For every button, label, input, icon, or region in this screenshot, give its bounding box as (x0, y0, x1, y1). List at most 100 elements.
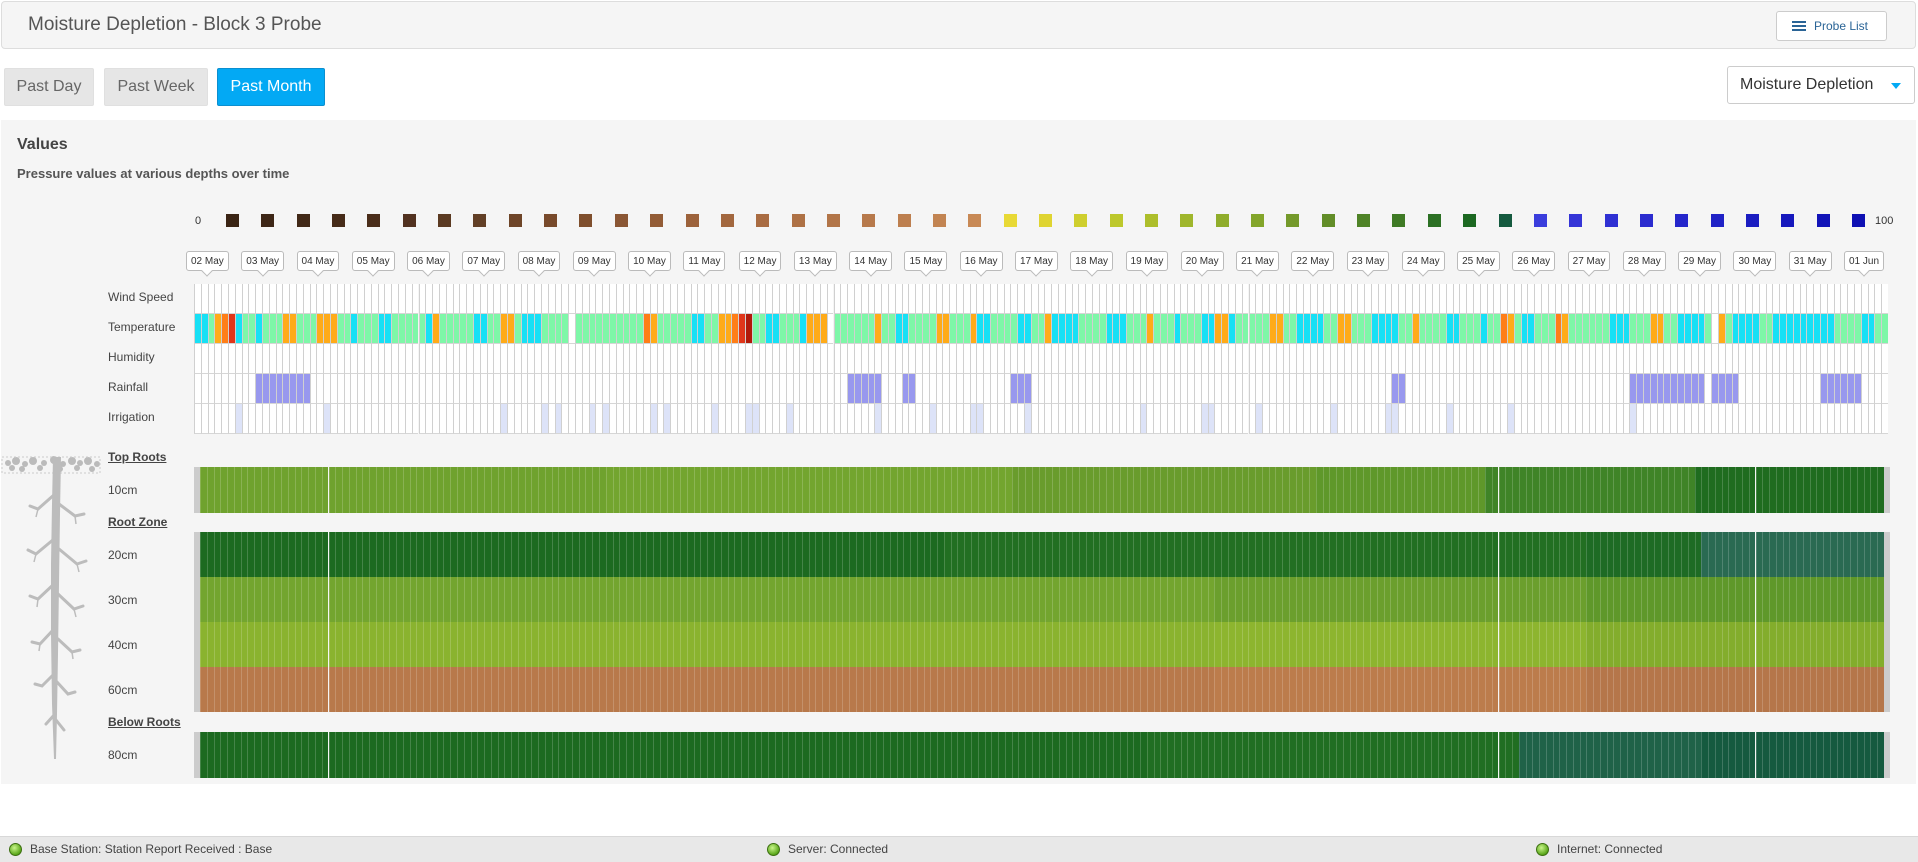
grid-cell (1731, 284, 1739, 314)
grid-cell (731, 284, 739, 314)
moisture-cell (842, 577, 850, 622)
grid-cell (574, 314, 582, 344)
grid-cell (683, 404, 691, 434)
moisture-cell (1498, 622, 1506, 667)
grid-cell (1411, 284, 1419, 314)
moisture-cell (1052, 532, 1059, 577)
grid-cell (1214, 344, 1222, 374)
grid-cell (1819, 284, 1827, 314)
moisture-cell (1153, 667, 1161, 712)
moisture-cell (903, 732, 911, 778)
moisture-cell (626, 732, 633, 778)
moisture-cell (903, 467, 911, 513)
moisture-cell (754, 732, 762, 778)
grid-cell (779, 284, 786, 314)
moisture-cell (1390, 732, 1398, 778)
grid-cell (472, 404, 480, 434)
moisture-cell (862, 622, 870, 667)
grid-cell (506, 344, 514, 374)
past-day-button[interactable]: Past Day (4, 68, 94, 106)
grid-cell (1432, 374, 1439, 404)
grid-cell (364, 374, 371, 404)
grid-cell (1275, 344, 1283, 374)
moisture-cell (1674, 467, 1682, 513)
moisture-cell (375, 732, 383, 778)
past-week-button[interactable]: Past Week (104, 68, 208, 106)
moisture-cell (1816, 577, 1824, 622)
moisture-cell (1065, 467, 1073, 513)
moisture-cell (916, 467, 924, 513)
grid-cell (574, 374, 582, 404)
moisture-cell (1302, 622, 1310, 667)
grid-cell (1486, 344, 1494, 374)
moisture-cell (1735, 732, 1742, 778)
moisture-cell (578, 467, 586, 513)
grid-cell (1867, 314, 1875, 344)
moisture-cell (673, 732, 681, 778)
grid-cell (1166, 344, 1174, 374)
moisture-cell (592, 732, 599, 778)
moisture-cell (274, 732, 282, 778)
moisture-cell (1126, 467, 1134, 513)
moisture-cell (416, 667, 424, 712)
grid-cell (1622, 404, 1630, 434)
moisture-cell (1457, 732, 1465, 778)
moisture-cell (389, 732, 397, 778)
grid-cell (527, 374, 535, 404)
moisture-cell (1146, 577, 1154, 622)
grid-cell (391, 404, 399, 434)
moisture-cell (1816, 532, 1824, 577)
grid-cell (255, 314, 263, 344)
moisture-cell (639, 732, 647, 778)
grid-cell (595, 284, 603, 314)
grid-cell (1187, 404, 1195, 434)
grid-cell (1384, 344, 1392, 374)
grid-cell (343, 374, 351, 404)
moisture-cell (362, 667, 370, 712)
grid-cell (1275, 404, 1283, 434)
view-select[interactable]: Moisture Depletion (1727, 66, 1915, 104)
moisture-cell (1410, 532, 1418, 577)
grid-cell (357, 404, 365, 434)
grid-cell (1547, 314, 1555, 344)
moisture-cell (713, 732, 721, 778)
moisture-cell (287, 577, 295, 622)
moisture-cell (1072, 577, 1080, 622)
moisture-cell (477, 577, 485, 622)
grid-cell (1282, 374, 1290, 404)
moisture-cell (1133, 732, 1141, 778)
moisture-cell (1782, 732, 1790, 778)
grid-cell (1058, 344, 1065, 374)
grid-cell (1785, 374, 1793, 404)
moisture-cell (355, 532, 363, 577)
moisture-cell (1302, 532, 1310, 577)
grid-cell (602, 374, 609, 404)
moisture-cell (754, 622, 762, 667)
moisture-cell (1275, 667, 1283, 712)
grid-cell (717, 284, 725, 314)
grid-cell (1370, 284, 1378, 314)
moisture-cell (1079, 532, 1086, 577)
moisture-cell (815, 667, 823, 712)
past-month-button[interactable]: Past Month (217, 68, 325, 106)
moisture-cell (1079, 622, 1086, 667)
moisture-cell (274, 667, 282, 712)
moisture-cell (923, 622, 931, 667)
moisture-cell (1640, 732, 1648, 778)
moisture-cell (1694, 532, 1702, 577)
moisture-cell (531, 622, 539, 667)
grid-cell (248, 314, 256, 344)
grid-cell (1425, 314, 1433, 344)
moisture-cell (896, 732, 904, 778)
grid-cell (268, 314, 276, 344)
moisture-cell (1505, 732, 1513, 778)
grid-cell (1411, 314, 1419, 344)
grid-cell (1874, 404, 1882, 434)
moisture-cell (1241, 577, 1249, 622)
moisture-cell (747, 577, 755, 622)
moisture-cell (497, 622, 505, 667)
moisture-cell (497, 532, 505, 577)
moisture-cell (1829, 577, 1837, 622)
server-text: Server: Connected (788, 842, 889, 856)
probe-list-button[interactable]: Probe List (1775, 11, 1887, 41)
